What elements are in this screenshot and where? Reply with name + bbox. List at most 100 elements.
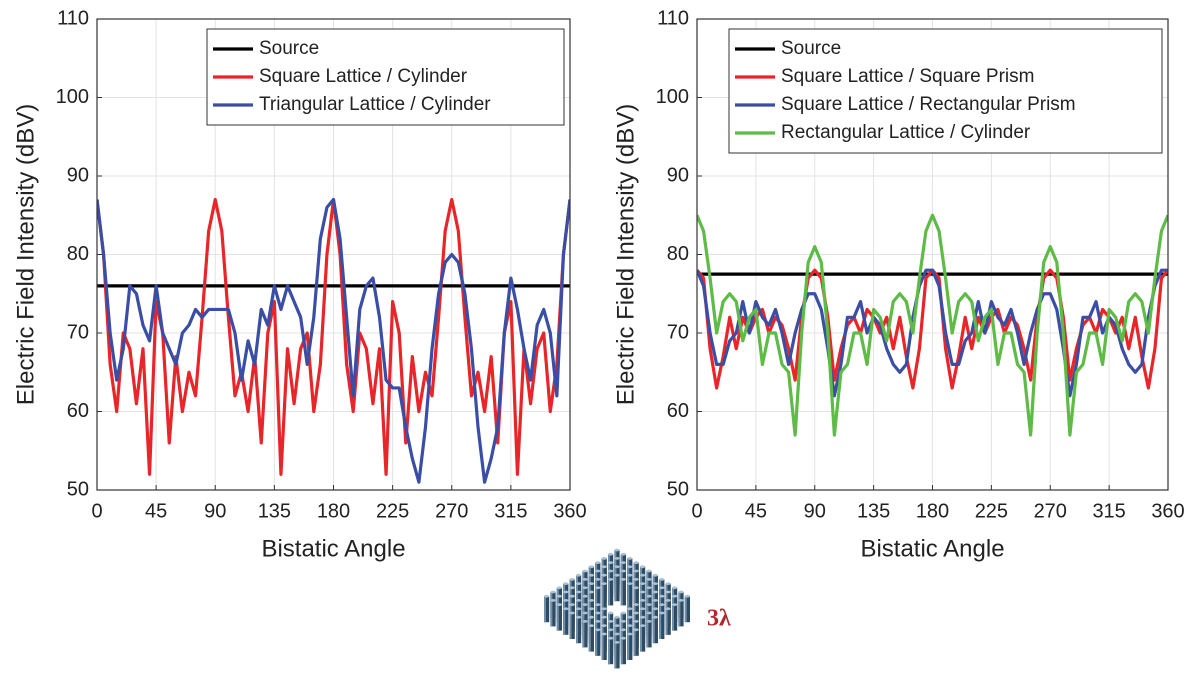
pillar-top	[608, 636, 614, 640]
pillar-top	[601, 557, 607, 560]
pillar-top	[646, 594, 652, 598]
pillar-top	[576, 607, 582, 611]
legend-label: Triangular Lattice / Cylinder	[259, 94, 491, 115]
pillar-top	[627, 582, 633, 585]
pillar-top	[614, 557, 620, 560]
legend-label: Source	[781, 38, 841, 59]
pillar-top	[588, 607, 595, 611]
pillar-top	[665, 607, 671, 611]
pillar-top	[620, 552, 627, 556]
pillar	[665, 608, 671, 635]
x-tick-label: 180	[916, 500, 949, 522]
pillar	[569, 613, 575, 639]
y-tick-label: 90	[67, 164, 89, 186]
pillar-shade	[595, 587, 598, 614]
pillar-top	[620, 561, 627, 564]
pillar-top	[608, 561, 614, 564]
pillar-shade	[614, 575, 617, 602]
legend-label: Rectangular Lattice / Cylinder	[781, 122, 1031, 143]
legend-label: Source	[259, 38, 319, 59]
pillar-shade	[678, 600, 681, 627]
pillar-top	[640, 607, 646, 611]
pillar-top	[633, 611, 639, 615]
pillar	[627, 583, 633, 610]
pillar-shade	[684, 596, 687, 623]
pillar-top	[550, 599, 556, 602]
x-tick-label: 90	[204, 500, 226, 522]
pillar-shade	[627, 583, 630, 610]
x-tick-label: 0	[691, 500, 702, 522]
pillar	[620, 638, 626, 665]
pillar-top	[678, 590, 684, 594]
pillar-shade	[595, 629, 598, 656]
pillar	[640, 625, 646, 652]
pillar-top	[620, 636, 627, 640]
pillar-top	[684, 594, 691, 598]
pillar-top	[595, 620, 601, 623]
pillar-top	[582, 569, 588, 573]
pillar-top	[563, 599, 569, 602]
pillar-top	[608, 569, 614, 573]
x-tick-label: 315	[494, 500, 527, 522]
pillar-shade	[614, 642, 617, 669]
legend-label: Square Lattice / Cylinder	[259, 66, 468, 87]
pillar-shade	[633, 587, 636, 614]
pillar-top	[659, 603, 665, 606]
pillar-top	[601, 573, 607, 577]
y-tick-label: 60	[667, 400, 689, 422]
pillar-top	[582, 620, 588, 623]
pillar-top	[582, 611, 588, 615]
pillar-top	[563, 590, 569, 594]
x-tick-label: 225	[975, 500, 1008, 522]
x-tick-label: 360	[553, 500, 586, 522]
chart: 0 45 90 135 180 225 270 315 360 50 60 70 80 90 100 110 B…	[12, 7, 586, 562]
pillar-top	[620, 578, 627, 581]
pillar-top	[595, 628, 601, 632]
pillar-top	[582, 586, 588, 590]
pillar-top	[576, 573, 582, 577]
legend-label: Square Lattice / Square Prism	[781, 66, 1034, 87]
pillar	[576, 617, 582, 644]
pillar	[614, 575, 620, 602]
pillar-top	[569, 578, 575, 581]
pillar-top	[614, 624, 620, 627]
pillar-top	[601, 632, 607, 636]
pillar-top	[640, 624, 646, 627]
pillar-top	[576, 615, 582, 619]
x-tick-label: 90	[804, 500, 826, 522]
pillar	[633, 629, 639, 656]
pillar-top	[595, 586, 601, 590]
y-axis-label: Electric Field Intensity (dBV)	[612, 104, 639, 405]
y-tick-label: 80	[67, 243, 89, 265]
pillar	[608, 579, 614, 606]
pillar	[582, 621, 588, 648]
pillar-top	[614, 573, 620, 577]
series-line	[97, 197, 570, 484]
pillar-top	[576, 599, 582, 602]
pillar-shade	[582, 621, 585, 648]
series-line	[697, 268, 1168, 398]
pillar-top	[640, 582, 646, 585]
pillar-top	[620, 611, 627, 615]
pillar	[544, 596, 550, 623]
legend-box	[206, 28, 565, 126]
pillar-top	[614, 632, 620, 636]
pillar-top	[646, 578, 652, 581]
pillar-top	[652, 599, 659, 602]
pillar-top	[620, 628, 627, 632]
pillar-top	[640, 615, 646, 619]
y-tick-label: 50	[667, 478, 689, 500]
pillar	[563, 608, 569, 635]
pillar-top	[633, 586, 639, 590]
pillar-top	[640, 573, 646, 577]
pillar-top	[652, 615, 659, 619]
pillar-top	[665, 599, 671, 602]
pillar-top	[569, 586, 575, 590]
pillar	[684, 596, 690, 623]
pillar-top	[659, 586, 665, 590]
pillar-top	[576, 582, 582, 585]
pillar-top	[608, 620, 614, 623]
pillar-top	[652, 582, 659, 585]
pillar-shade	[556, 604, 559, 631]
